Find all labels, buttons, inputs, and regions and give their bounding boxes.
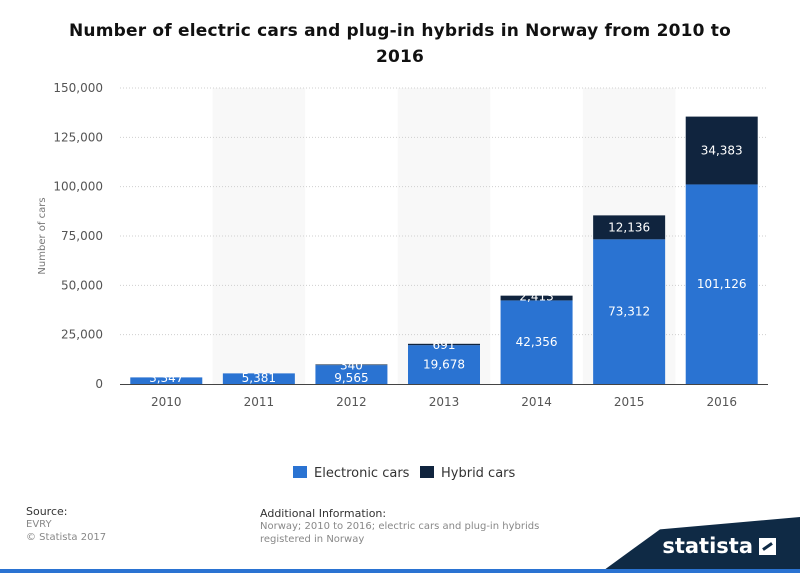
x-tick-label: 2011: [244, 395, 275, 409]
bar-electric: [130, 377, 203, 384]
legend-swatch: [420, 466, 434, 478]
bar-electric: [408, 345, 480, 384]
y-tick-label: 75,000: [61, 229, 103, 243]
y-axis-label: Number of cars: [37, 197, 48, 274]
bar-hybrid: [500, 295, 573, 301]
bar-electric: [222, 373, 295, 384]
bar-electric: [685, 184, 758, 384]
legend-label: Electronic cars: [314, 466, 410, 481]
bar-hybrid: [408, 343, 480, 346]
bar-electric: [500, 300, 573, 384]
data-label-electric: 9,565: [334, 371, 368, 385]
x-tick-label: 2013: [429, 395, 460, 409]
additional-info-text: Norway; 2010 to 2016; electric cars and …: [260, 521, 540, 545]
y-tick-label: 100,000: [53, 180, 103, 194]
data-label-electric: 101,126: [697, 277, 747, 291]
y-tick-label: 50,000: [61, 278, 103, 292]
data-label-electric: 19,678: [423, 358, 465, 372]
source-name[interactable]: EVRY: [26, 519, 52, 530]
source-block: Source: EVRY © Statista 2017: [26, 505, 106, 544]
legend-label: Hybrid cars: [441, 466, 516, 481]
data-label-electric: 73,312: [608, 305, 650, 319]
source-title: Source:: [26, 505, 68, 518]
bar-hybrid: [685, 116, 758, 185]
y-tick-label: 25,000: [61, 328, 103, 342]
chart-title: Number of electric cars and plug-in hybr…: [68, 21, 732, 67]
data-label-hybrid: 340: [340, 358, 363, 372]
x-tick-label: 2014: [521, 395, 552, 409]
x-tick-label: 2010: [151, 395, 182, 409]
bottom-accent-line: [0, 569, 800, 573]
y-tick-label: 0: [95, 377, 103, 391]
x-tick-label: 2016: [706, 395, 737, 409]
x-tick-label: 2015: [614, 395, 645, 409]
y-tick-label: 150,000: [53, 81, 103, 95]
bar-hybrid: [315, 364, 388, 366]
bar-electric: [315, 365, 388, 384]
statista-logo[interactable]: statista: [662, 534, 776, 558]
statista-logo-icon: [759, 537, 776, 555]
data-label-hybrid: 12,136: [608, 220, 650, 234]
data-label-hybrid: 691: [433, 338, 456, 352]
brand-name: statista: [662, 534, 753, 558]
data-label-hybrid: 2,413: [519, 290, 553, 304]
additional-info-block: Additional Information: Norway; 2010 to …: [260, 507, 560, 546]
data-label-electric: 42,356: [516, 335, 558, 349]
data-label-hybrid: 34,383: [701, 144, 743, 158]
bar-hybrid: [593, 215, 666, 240]
bar-electric: [593, 239, 666, 384]
x-tick-label: 2012: [336, 395, 367, 409]
y-tick-label: 125,000: [53, 130, 103, 144]
copyright-text: © Statista 2017: [26, 532, 107, 543]
data-label-electric: 5,381: [242, 371, 276, 385]
legend-swatch: [293, 466, 307, 478]
additional-info-title: Additional Information:: [260, 507, 387, 520]
data-label-electric: 3,347: [149, 371, 183, 385]
